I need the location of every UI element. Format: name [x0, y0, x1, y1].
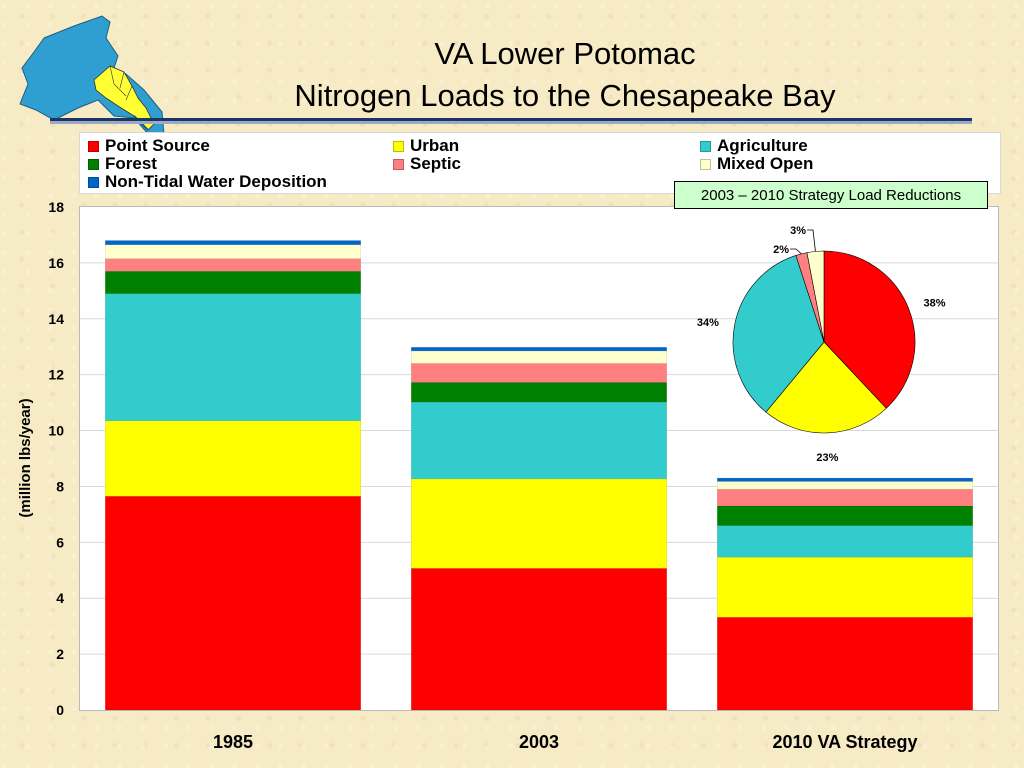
bar-segment-non-tidal-water-deposition	[104, 240, 362, 245]
title-divider	[50, 118, 972, 124]
legend-label-mixed-open: Mixed Open	[717, 154, 814, 173]
bar-segment-point-source	[104, 495, 362, 711]
legend-label-point-source: Point Source	[105, 136, 210, 155]
y-tick-label: 10	[48, 423, 64, 439]
legend-label-septic: Septic	[410, 154, 462, 173]
x-tick-label: 1985	[213, 732, 253, 752]
legend-item-urban: Urban	[393, 136, 460, 155]
legend-item-non-tidal-water-deposition: Non-Tidal Water Deposition	[88, 172, 327, 191]
bar-segment-mixed-open	[716, 481, 974, 490]
pie-data-label: 2%	[773, 244, 789, 256]
legend-label-urban: Urban	[410, 136, 460, 155]
y-tick-label: 14	[48, 311, 64, 327]
bar-segment-mixed-open	[104, 244, 362, 259]
legend-item-point-source: Point Source	[88, 136, 210, 155]
legend-swatch-agriculture	[700, 140, 711, 152]
bar-segment-non-tidal-water-deposition	[410, 347, 668, 352]
bar-segment-urban	[716, 556, 974, 618]
legend-swatch-septic	[393, 158, 404, 170]
legend-swatch-forest	[88, 158, 99, 170]
y-tick-label: 8	[56, 478, 64, 494]
chart-title-line-1: VA Lower Potomac	[434, 36, 696, 71]
bar-segment-septic	[716, 488, 974, 507]
y-tick-label: 2	[56, 646, 64, 662]
pie-slice-urban	[765, 341, 887, 434]
pie-chart: 38% 23% 34% 2%3%	[697, 225, 946, 464]
legend-label-agriculture: Agriculture	[717, 136, 808, 155]
y-tick-label: 0	[56, 702, 64, 718]
y-axis-label: (million lbs/year)	[17, 398, 34, 517]
y-tick-label: 4	[56, 590, 64, 606]
bar-segment-forest	[410, 382, 668, 403]
y-tick-label: 16	[48, 255, 64, 271]
legend-label-non-tidal-water-deposition: Non-Tidal Water Deposition	[105, 172, 327, 191]
x-tick-label: 2010 VA Strategy	[772, 732, 917, 752]
pie-data-label: 23%	[816, 452, 838, 464]
pie-slice-point-source	[823, 250, 916, 409]
bar-segment-septic	[104, 258, 362, 272]
bar-segment-mixed-open	[410, 350, 668, 364]
bar-segment-agriculture	[410, 401, 668, 480]
pie-leader-line	[790, 248, 802, 255]
bar-segment-septic	[410, 363, 668, 383]
bar-segment-non-tidal-water-deposition	[716, 477, 974, 482]
watershed-map-icon	[19, 15, 165, 137]
legend-swatch-point-source	[88, 140, 99, 152]
legend-swatch-non-tidal-water-deposition	[88, 176, 99, 188]
bar-segment-urban	[410, 478, 668, 569]
pie-slice-agriculture	[732, 255, 825, 413]
pie-chart-title: 2003 – 2010 Strategy Load Reductions	[700, 186, 962, 204]
legend-item-forest: Forest	[88, 154, 157, 173]
legend-label-forest: Forest	[105, 154, 157, 173]
y-tick-label: 6	[56, 534, 64, 550]
legend-item-mixed-open: Mixed Open	[700, 154, 814, 173]
chart-title-line-2: Nitrogen Loads to the Chesapeake Bay	[294, 78, 836, 113]
pie-slice-mixed-open	[806, 250, 825, 343]
pie-chart-title-box: 2003 – 2010 Strategy Load Reductions	[674, 181, 988, 209]
bar-segment-point-source	[410, 568, 668, 711]
legend-swatch-urban	[393, 140, 404, 152]
legend-item-septic: Septic	[393, 154, 462, 173]
legend-item-agriculture: Agriculture	[700, 136, 808, 155]
bar-segment-point-source	[716, 616, 974, 711]
bar-segment-agriculture	[104, 293, 362, 422]
bar-segment-agriculture	[716, 525, 974, 558]
y-tick-label: 12	[48, 367, 64, 383]
pie-data-label: 34%	[697, 317, 719, 329]
bar-segment-forest	[716, 505, 974, 526]
legend-swatch-mixed-open	[700, 158, 711, 170]
pie-data-label: 3%	[790, 225, 806, 237]
pie-data-label: 38%	[923, 298, 945, 310]
pie-leader-line	[807, 229, 816, 252]
y-tick-label: 18	[48, 199, 64, 215]
bar-segment-urban	[104, 420, 362, 497]
x-tick-label: 2003	[519, 732, 559, 752]
bar-segment-forest	[104, 271, 362, 294]
